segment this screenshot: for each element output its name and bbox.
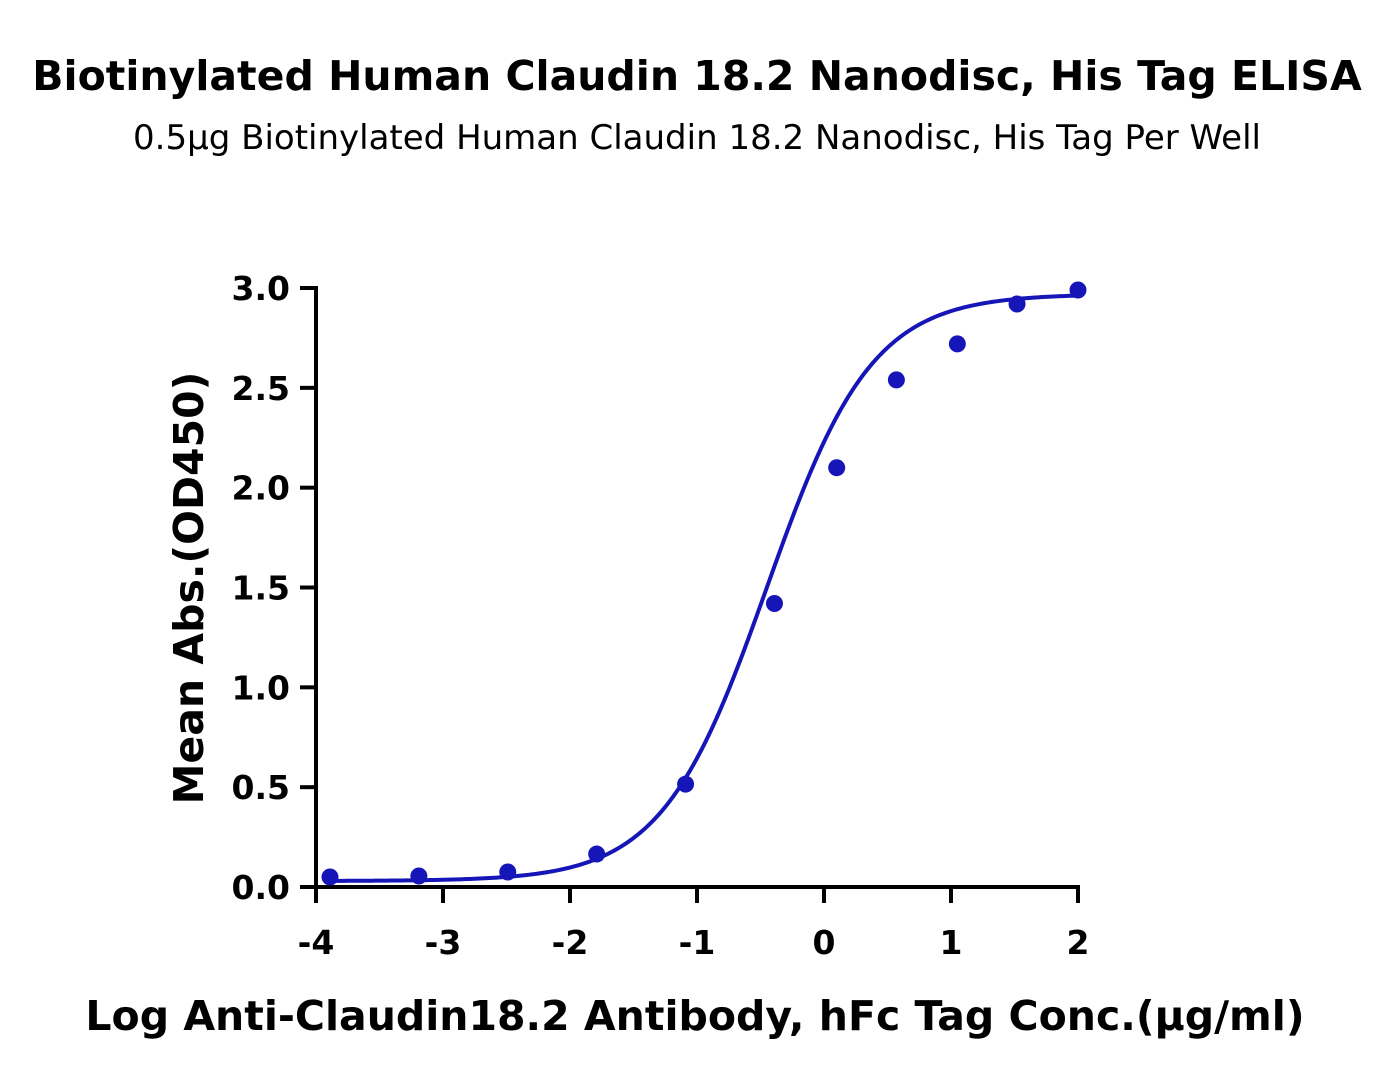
- x-tick-label: -3: [425, 923, 462, 962]
- y-tick-label: 3.0: [232, 269, 290, 308]
- y-tick-label: 1.5: [232, 569, 290, 608]
- data-point: [588, 845, 606, 863]
- x-tick-label: -2: [552, 923, 589, 962]
- chart-subtitle: 0.5µg Biotinylated Human Claudin 18.2 Na…: [133, 118, 1261, 158]
- data-point: [948, 335, 966, 353]
- y-tick-label: 0.5: [232, 768, 290, 807]
- data-point: [765, 594, 783, 612]
- x-tick-label: -4: [298, 923, 335, 962]
- y-tick-label: 2.5: [232, 369, 290, 408]
- y-tick-label: 2.0: [232, 469, 290, 508]
- data-point: [828, 459, 846, 477]
- data-point: [410, 867, 428, 885]
- x-tick-label: 0: [813, 923, 836, 962]
- x-ticks: -4 -3 -2 -1 0 1 2: [298, 887, 1090, 962]
- x-axis-title: Log Anti-Claudin18.2 Antibody, hFc Tag C…: [85, 992, 1304, 1040]
- y-tick-label: 1.0: [232, 668, 290, 707]
- axes: [314, 286, 1080, 889]
- data-point: [499, 863, 517, 881]
- data-point: [887, 371, 905, 389]
- data-point: [1008, 295, 1026, 313]
- data-point: [677, 775, 695, 793]
- fit-curve: [329, 293, 1079, 883]
- data-points: [321, 281, 1087, 886]
- chart-title: Biotinylated Human Claudin 18.2 Nanodisc…: [32, 52, 1362, 100]
- data-point: [1069, 281, 1087, 299]
- data-point: [321, 868, 339, 886]
- x-tick-label: -1: [679, 923, 716, 962]
- y-tick-label: 0.0: [232, 868, 290, 907]
- y-ticks: 0.0 0.5 1.0 1.5 2.0 2.5 3.0: [232, 269, 316, 907]
- y-axis-title: Mean Abs.(OD450): [165, 372, 213, 805]
- x-tick-label: 2: [1067, 923, 1090, 962]
- x-tick-label: 1: [940, 923, 963, 962]
